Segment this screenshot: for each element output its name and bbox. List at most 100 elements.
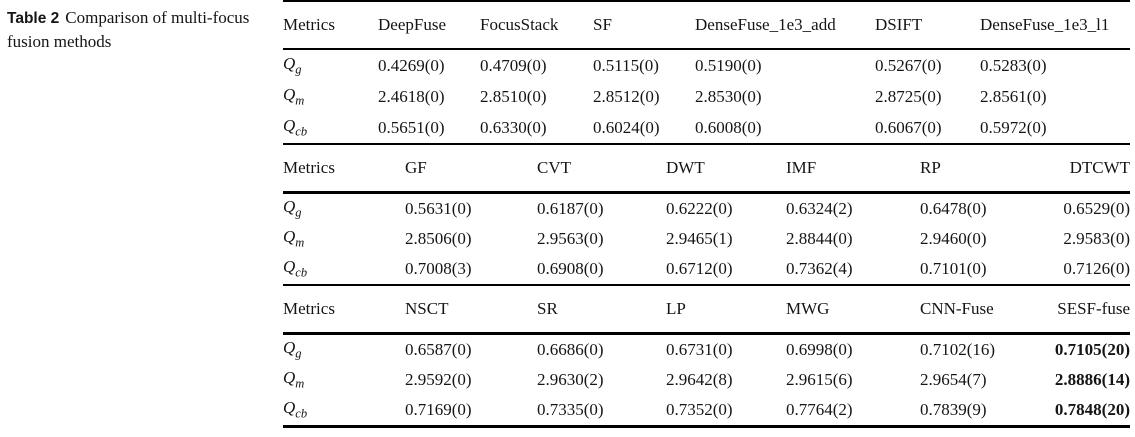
table-row: Qm 2.8506(0) 2.9563(0) 2.9465(1) 2.8844(… [283,224,1130,254]
value-cell: 2.8512(0) [593,86,660,106]
metric-label: Qm [283,224,405,254]
column-header-method: DSIFT [875,1,980,50]
metric-subscript: cb [295,406,308,421]
metric-symbol: Q [283,84,296,104]
column-header-metrics: Metrics [283,1,378,50]
value-cell: 2.8561(0) [980,86,1047,106]
header-row: Metrics DeepFuse FocusStack SF DenseFuse… [283,1,1130,50]
table-caption: Table 2 Comparison of multi-focus fusion … [7,6,261,53]
column-header-method: SF [593,1,695,50]
column-header-method: IMF [786,145,920,194]
table-row: Qcb 0.5651(0) 0.6330(0) 0.6024(0) 0.6008… [283,112,1130,144]
metric-subscript: g [295,62,302,77]
metric-symbol: Q [283,257,296,277]
value-cell: 2.9654(7) [920,370,987,389]
metric-subscript: g [295,205,302,220]
value-cell: 0.6998(0) [786,340,853,359]
value-cell: 0.7101(0) [920,259,987,278]
metric-symbol: Q [283,115,296,135]
metric-label: Qg [283,193,405,225]
value-cell: 0.5651(0) [378,117,445,137]
table-row: Qcb 0.7169(0) 0.7335(0) 0.7352(0) 0.7764… [283,395,1130,427]
value-cell: 2.9460(0) [920,229,987,248]
value-cell: 0.6908(0) [537,259,604,278]
value-cell: 2.9630(2) [537,370,604,389]
value-cell: 2.8844(0) [786,229,853,248]
value-cell: 2.4618(0) [378,86,445,106]
fusion-table-part-1: Metrics DeepFuse FocusStack SF DenseFuse… [283,0,1130,145]
value-cell: 2.9642(8) [666,370,733,389]
table-row: Qcb 0.7008(3) 0.6908(0) 0.6712(0) 0.7362… [283,254,1130,285]
value-cell: 2.9583(0) [1063,229,1130,248]
metric-symbol: Q [283,338,296,358]
metric-symbol: Q [283,197,296,217]
value-cell: 0.6731(0) [666,340,733,359]
header-row: Metrics GF CVT DWT IMF RP DTCWT [283,145,1130,194]
value-cell: 0.5972(0) [980,117,1047,137]
table-row: Qg 0.5631(0) 0.6187(0) 0.6222(0) 0.6324(… [283,193,1130,225]
value-cell: 0.6222(0) [666,199,733,218]
header-row: Metrics NSCT SR LP MWG CNN-Fuse SESF-fus… [283,286,1130,335]
column-header-method: SESF-fuse [1025,286,1130,335]
column-header-metrics: Metrics [283,145,405,194]
value-cell: 2.9563(0) [537,229,604,248]
column-header-method: CNN-Fuse [920,286,1025,335]
table-caption-text: Comparison of multi-focus fusion methods [7,8,250,51]
value-cell: 0.6067(0) [875,117,942,137]
table-row: Qm 2.9592(0) 2.9630(2) 2.9642(8) 2.9615(… [283,365,1130,395]
table-caption-label: Table 2 [7,10,60,27]
metric-label: Qg [283,334,405,366]
value-cell: 0.7335(0) [537,400,604,419]
value-cell: 0.6330(0) [480,117,547,137]
value-cell: 0.7352(0) [666,400,733,419]
value-cell: 0.5283(0) [980,55,1047,75]
value-cell: 2.9592(0) [405,370,472,389]
column-header-method: FocusStack [480,1,593,50]
value-cell: 2.9465(1) [666,229,733,248]
value-cell: 0.6587(0) [405,340,472,359]
metric-label: Qm [283,81,378,112]
metric-label: Qg [283,49,378,81]
value-cell-best: 2.8886(14) [1054,370,1130,389]
value-cell: 2.8506(0) [405,229,472,248]
value-cell: 2.8510(0) [480,86,547,106]
metric-subscript: g [295,346,302,361]
value-cell: 0.7102(16) [920,340,996,359]
value-cell-best: 0.7848(20) [1054,400,1130,419]
column-header-method: SR [537,286,666,335]
metric-label: Qcb [283,395,405,427]
table-row: Qm 2.4618(0) 2.8510(0) 2.8512(0) 2.8530(… [283,81,1130,112]
metric-subscript: m [295,93,305,108]
metric-label: Qm [283,365,405,395]
value-cell: 0.7362(4) [786,259,853,278]
value-cell: 2.8530(0) [695,86,762,106]
comparison-tables: Metrics DeepFuse FocusStack SF DenseFuse… [283,0,1130,428]
column-header-method: DenseFuse_1e3_add [695,1,875,50]
value-cell: 0.6478(0) [920,199,987,218]
metric-symbol: Q [283,398,296,418]
value-cell: 0.4269(0) [378,55,445,75]
value-cell: 0.5115(0) [593,55,659,75]
value-cell: 0.5267(0) [875,55,942,75]
column-header-method: LP [666,286,786,335]
value-cell: 0.6712(0) [666,259,733,278]
column-header-method: CVT [537,145,666,194]
table-row: Qg 0.6587(0) 0.6686(0) 0.6731(0) 0.6998(… [283,334,1130,366]
value-cell: 0.7839(9) [920,400,987,419]
fusion-table-part-2: Metrics GF CVT DWT IMF RP DTCWT Qg 0.563… [283,145,1130,286]
column-header-method: RP [920,145,1025,194]
column-header-method: DTCWT [1025,145,1130,194]
column-header-method: DenseFuse_1e3_l1 [980,1,1130,50]
column-header-method: NSCT [405,286,537,335]
column-header-method: GF [405,145,537,194]
value-cell: 2.8725(0) [875,86,942,106]
metric-symbol: Q [283,53,296,73]
table-row: Qg 0.4269(0) 0.4709(0) 0.5115(0) 0.5190(… [283,49,1130,81]
metric-symbol: Q [283,368,296,388]
value-cell: 0.6024(0) [593,117,660,137]
value-cell: 0.7126(0) [1063,259,1130,278]
metric-subscript: cb [295,265,308,280]
metric-label: Qcb [283,112,378,144]
value-cell: 0.6529(0) [1063,199,1130,218]
metric-subscript: m [295,376,305,391]
